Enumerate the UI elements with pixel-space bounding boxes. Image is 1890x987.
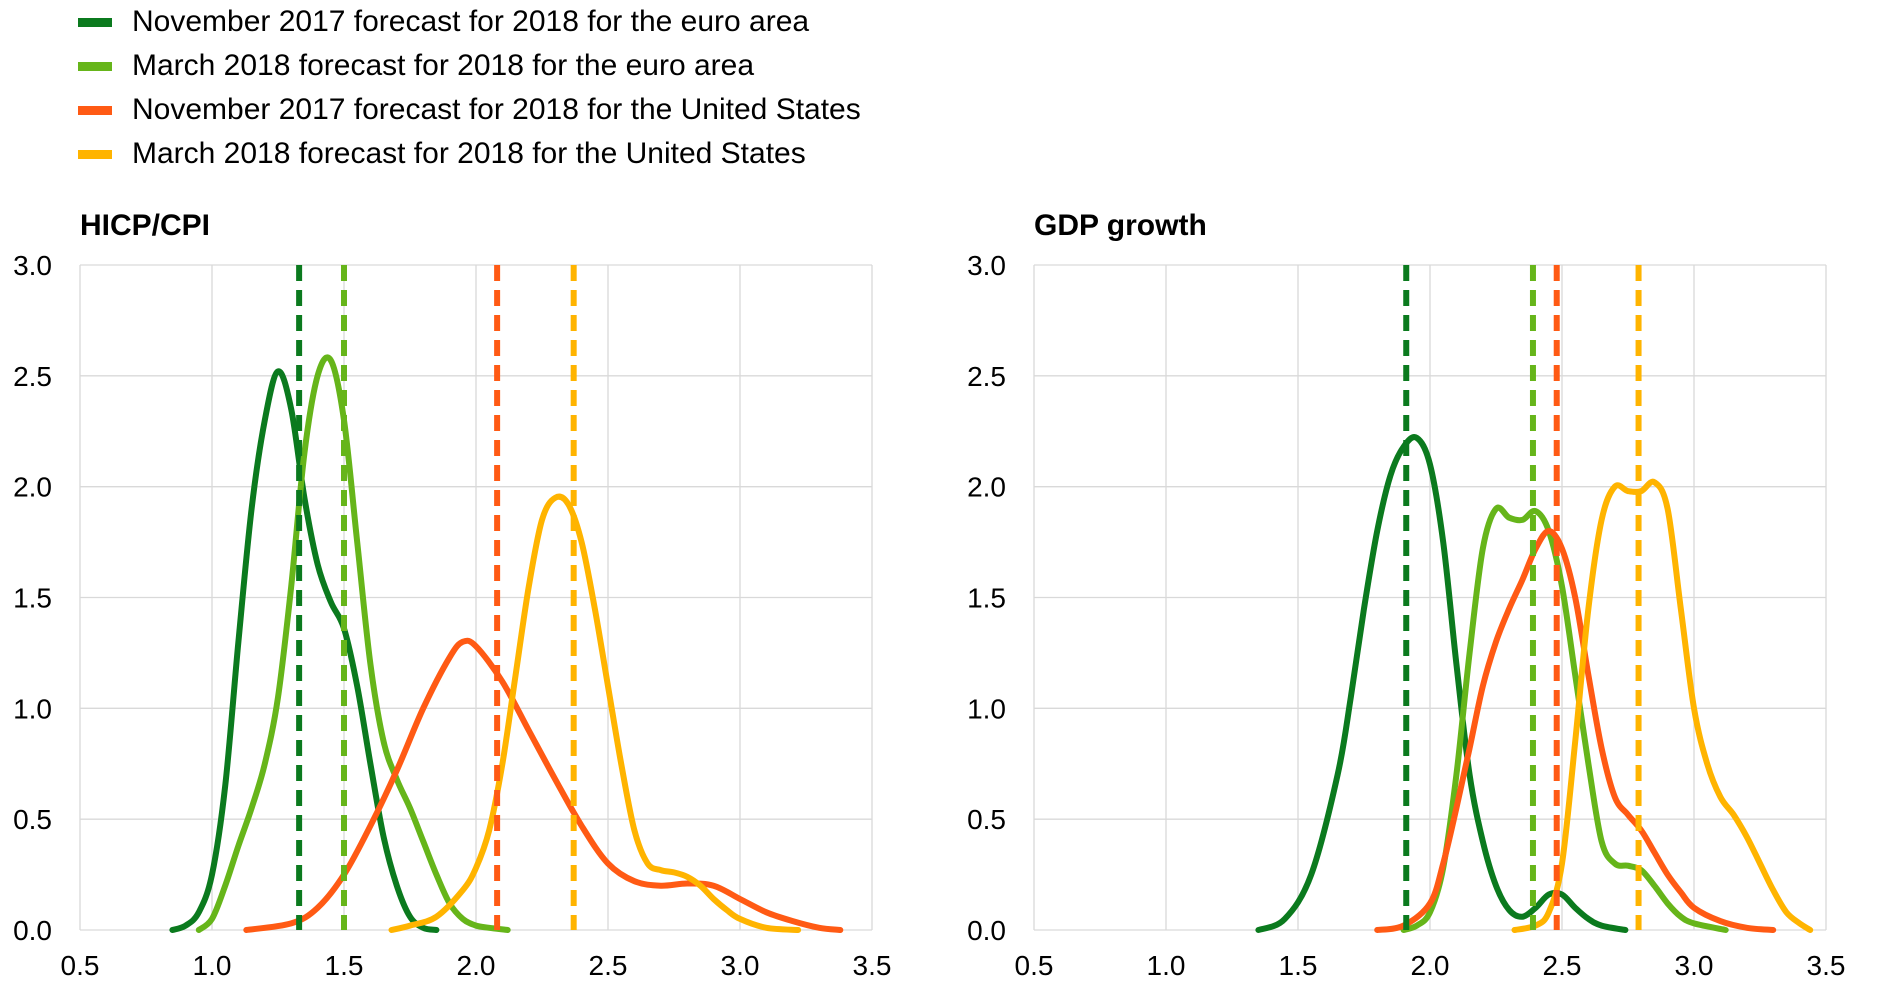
series-line xyxy=(1374,528,1777,933)
y-tick-label: 1.0 xyxy=(13,693,52,724)
series-line xyxy=(1255,434,1629,933)
x-tick-label: 2.5 xyxy=(1543,950,1582,981)
x-tick-label: 2.5 xyxy=(589,950,628,981)
legend: November 2017 forecast for 2018 for the … xyxy=(78,0,861,176)
y-tick-label: 2.5 xyxy=(13,361,52,392)
x-tick-label: 1.5 xyxy=(1279,950,1318,981)
y-tick-label: 1.5 xyxy=(13,583,52,614)
x-tick-label: 3.5 xyxy=(1807,950,1846,981)
x-tick-label: 3.0 xyxy=(1675,950,1714,981)
y-tick-label: 0.0 xyxy=(967,915,1006,946)
legend-swatch xyxy=(78,17,112,27)
legend-swatch xyxy=(78,61,112,71)
legend-swatch xyxy=(78,149,112,159)
x-tick-label: 1.0 xyxy=(193,950,232,981)
legend-swatch xyxy=(78,105,112,115)
legend-item: November 2017 forecast for 2018 for the … xyxy=(78,88,861,132)
legend-item: November 2017 forecast for 2018 for the … xyxy=(78,0,861,44)
y-tick-label: 3.0 xyxy=(967,250,1006,281)
y-tick-label: 3.0 xyxy=(13,250,52,281)
y-tick-label: 2.0 xyxy=(13,472,52,503)
x-tick-label: 2.0 xyxy=(457,950,496,981)
chart-title: GDP growth xyxy=(1034,209,1207,242)
x-tick-label: 0.5 xyxy=(1015,950,1054,981)
series-line xyxy=(243,637,844,933)
y-tick-label: 2.5 xyxy=(967,361,1006,392)
chart-panel-1: HICP/CPI 0.0 0.5 1.0 1.5 2.0 2.5 3.0 0.5 1.0 1.5 2.… xyxy=(13,209,891,981)
y-tick-label: 1.0 xyxy=(967,693,1006,724)
legend-item: March 2018 forecast for 2018 for the Uni… xyxy=(78,132,861,176)
series-line xyxy=(388,493,802,933)
x-tick-label: 0.5 xyxy=(61,950,100,981)
series-line xyxy=(1511,478,1814,933)
legend-label: March 2018 forecast for 2018 for the eur… xyxy=(132,49,755,82)
series-line xyxy=(1400,504,1729,933)
y-tick-label: 0.5 xyxy=(13,804,52,835)
y-tick-label: 0.0 xyxy=(13,915,52,946)
legend-label: November 2017 forecast for 2018 for the … xyxy=(132,93,861,126)
chart-panel-2: GDP growth 0.0 0.5 1.0 1.5 2.0 2.5 3.0 0.5 1.0 1.5… xyxy=(967,209,1845,981)
x-tick-label: 2.0 xyxy=(1411,950,1450,981)
legend-label: March 2018 forecast for 2018 for the Uni… xyxy=(132,137,806,170)
x-tick-label: 3.5 xyxy=(853,950,892,981)
x-tick-label: 3.0 xyxy=(721,950,760,981)
chart-title: HICP/CPI xyxy=(80,209,210,242)
y-tick-label: 2.0 xyxy=(967,472,1006,503)
legend-item: March 2018 forecast for 2018 for the eur… xyxy=(78,44,861,88)
legend-label: November 2017 forecast for 2018 for the … xyxy=(132,5,810,38)
y-tick-label: 0.5 xyxy=(967,804,1006,835)
y-tick-label: 1.5 xyxy=(967,583,1006,614)
x-tick-label: 1.5 xyxy=(325,950,364,981)
x-tick-label: 1.0 xyxy=(1147,950,1186,981)
